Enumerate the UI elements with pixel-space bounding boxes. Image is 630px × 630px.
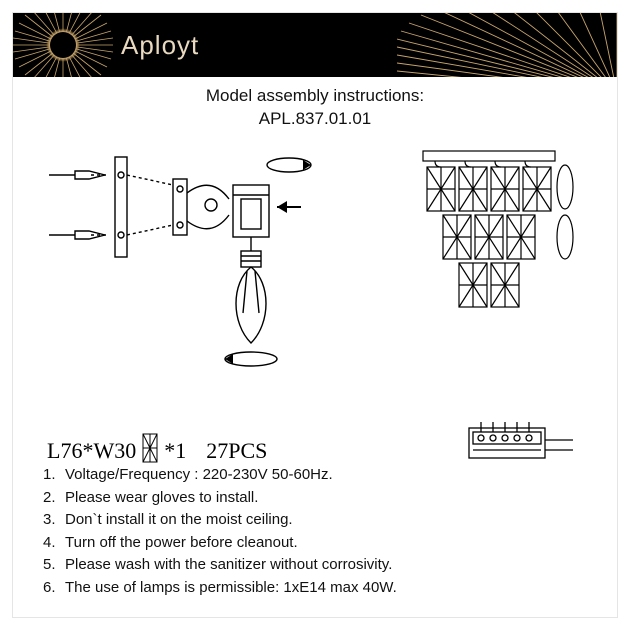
sheet: Aployt — [12, 12, 618, 618]
instruction-list: 1.Voltage/Frequency : 220-230V 50-60Hz. … — [43, 464, 397, 599]
sunburst-icon — [13, 13, 113, 77]
spec-dim: L76*W30 — [47, 438, 136, 464]
page: Aployt — [0, 0, 630, 630]
instruction-text: Voltage/Frequency : 220-230V 50-60Hz. — [65, 466, 333, 483]
fan-rays-icon — [397, 13, 617, 77]
brand-header: Aployt — [13, 13, 617, 77]
crystal-assembly-icon — [417, 147, 587, 337]
terminal-block-icon — [467, 420, 577, 471]
list-item: 4.Turn off the power before cleanout. — [43, 532, 397, 555]
instruction-text: The use of lamps is permissible: 1xE14 m… — [65, 579, 397, 596]
assembly-diagram-icon — [41, 143, 371, 373]
title-line2: APL.837.01.01 — [13, 108, 617, 131]
title-line1: Model assembly instructions: — [13, 85, 617, 108]
list-item: 5.Please wash with the sanitizer without… — [43, 554, 397, 577]
list-item: 1.Voltage/Frequency : 220-230V 50-60Hz. — [43, 464, 397, 487]
list-item: 3.Don`t install it on the moist ceiling. — [43, 509, 397, 532]
title-block: Model assembly instructions: APL.837.01.… — [13, 85, 617, 131]
instruction-text: Please wear gloves to install. — [65, 489, 258, 506]
instruction-text: Turn off the power before cleanout. — [65, 534, 298, 551]
list-item: 2.Please wear gloves to install. — [43, 487, 397, 510]
instruction-text: Don`t install it on the moist ceiling. — [65, 511, 293, 528]
brand-name: Aployt — [121, 30, 199, 61]
spec-mult: *1 — [164, 438, 186, 464]
list-item: 6.The use of lamps is permissible: 1xE14… — [43, 577, 397, 600]
spec-qty: 27PCS — [206, 438, 267, 464]
instruction-text: Please wash with the sanitizer without c… — [65, 556, 392, 573]
diagram-area — [13, 137, 617, 437]
